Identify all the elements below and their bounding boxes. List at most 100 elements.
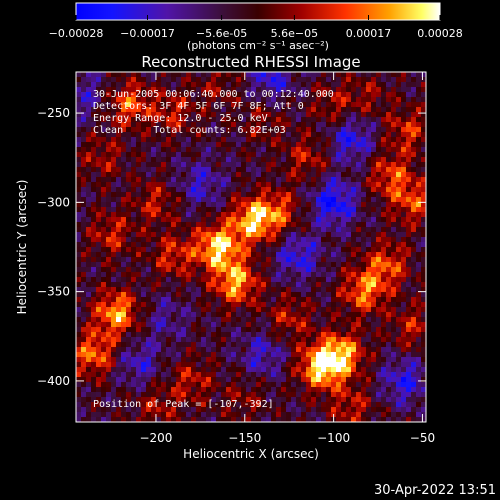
heatmap-cell [196,342,202,348]
heatmap-cell [296,372,302,378]
heatmap-cell [96,357,102,363]
heatmap-cell [226,212,232,218]
heatmap-cell [316,157,322,163]
heatmap-cell [151,172,157,178]
heatmap-cell [346,82,352,88]
heatmap-cell [136,417,142,422]
heatmap-cell [366,302,372,308]
heatmap-cell [166,207,172,213]
heatmap-cell [91,417,97,422]
heatmap-cell [211,387,217,393]
heatmap-cell [266,337,272,343]
heatmap-cell [161,162,167,168]
heatmap-cell [326,397,332,403]
heatmap-cell [276,247,282,253]
heatmap-cell [126,142,132,148]
heatmap-cell [326,357,332,363]
heatmap-cell [301,132,307,138]
heatmap-cell [351,247,357,253]
heatmap-cell [381,187,387,193]
heatmap-cell [331,357,337,363]
heatmap-cell [151,247,157,253]
heatmap-cell [161,337,167,343]
heatmap-cell [226,387,232,393]
heatmap-cell [251,82,257,88]
heatmap-cell [376,212,382,218]
heatmap-cell [401,117,407,123]
heatmap-cell [311,357,317,363]
heatmap-cell [101,242,107,248]
heatmap-cell [411,392,417,398]
heatmap-cell [151,127,157,133]
heatmap-cell [356,167,362,173]
heatmap-cell [141,127,147,133]
heatmap-cell [216,102,222,108]
heatmap-cell [111,212,117,218]
heatmap-cell [401,402,407,408]
heatmap-cell [311,107,317,113]
heatmap-cell [291,392,297,398]
heatmap-cell [221,102,227,108]
heatmap-cell [226,367,232,373]
heatmap-cell [191,232,197,238]
heatmap-cell [161,117,167,123]
heatmap-cell [376,137,382,143]
heatmap-cell [256,337,262,343]
heatmap-cell [101,102,107,108]
heatmap-cell [146,392,152,398]
heatmap-cell [321,342,327,348]
heatmap-cell [196,382,202,388]
heatmap-cell [81,137,87,143]
heatmap-cell [116,167,122,173]
heatmap-cell [111,72,117,78]
heatmap-cell [331,97,337,103]
heatmap-cell [96,397,102,403]
heatmap-cell [241,297,247,303]
heatmap-cell [391,92,397,98]
heatmap-cell [126,192,132,198]
heatmap-cell [326,112,332,118]
heatmap-cell [386,407,392,413]
heatmap-cell [161,302,167,308]
heatmap-cell [121,77,127,83]
heatmap-cell [196,127,202,133]
heatmap-cell [171,227,177,233]
heatmap-cell [316,382,322,388]
heatmap-cell [181,152,187,158]
heatmap-cell [176,292,182,298]
heatmap-cell [361,147,367,153]
heatmap-cell [376,92,382,98]
heatmap-cell [331,277,337,283]
heatmap-cell [106,332,112,338]
heatmap-cell [86,197,92,203]
heatmap-cell [236,197,242,203]
heatmap-cell [416,322,422,328]
heatmap-cell [241,337,247,343]
heatmap-cell [376,247,382,253]
heatmap-cell [226,242,232,248]
heatmap-cell [381,207,387,213]
heatmap-cell [351,382,357,388]
heatmap-cell [306,142,312,148]
heatmap-cell [271,187,277,193]
heatmap-cell [296,252,302,258]
heatmap-cell [386,347,392,353]
heatmap-cell [111,347,117,353]
heatmap-cell [86,77,92,83]
heatmap-cell [121,162,127,168]
heatmap-cell [356,137,362,143]
heatmap-cell [191,262,197,268]
heatmap-cell [201,72,207,78]
heatmap-cell [106,342,112,348]
heatmap-cell [421,142,426,148]
heatmap-cell [156,137,162,143]
heatmap-cell [311,202,317,208]
heatmap-cell [371,337,377,343]
heatmap-cell [316,227,322,233]
heatmap-cell [376,147,382,153]
heatmap-cell [181,377,187,383]
heatmap-cell [181,207,187,213]
heatmap-cell [216,267,222,273]
heatmap-cell [106,147,112,153]
heatmap-cell [256,342,262,348]
